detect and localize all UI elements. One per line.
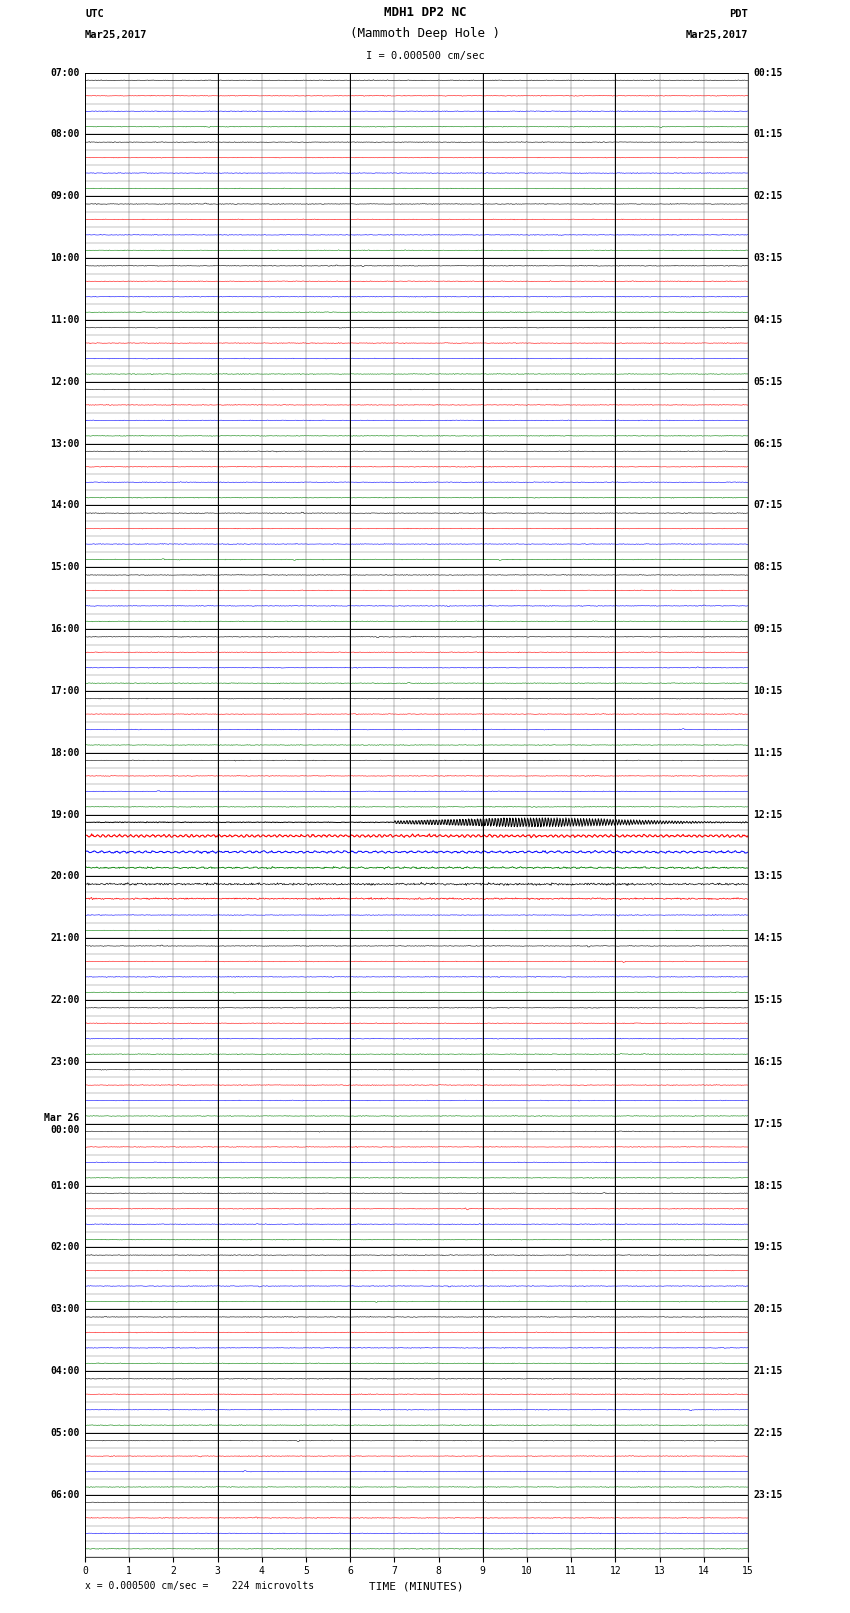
Text: I = 0.000500 cm/sec: I = 0.000500 cm/sec bbox=[366, 52, 484, 61]
Text: 01:15: 01:15 bbox=[753, 129, 783, 139]
Text: MDH1 DP2 NC: MDH1 DP2 NC bbox=[383, 6, 467, 19]
Text: 07:15: 07:15 bbox=[753, 500, 783, 510]
Text: 05:15: 05:15 bbox=[753, 377, 783, 387]
Text: 21:15: 21:15 bbox=[753, 1366, 783, 1376]
Text: 00:15: 00:15 bbox=[753, 68, 783, 77]
Text: 10:00: 10:00 bbox=[50, 253, 80, 263]
Text: 16:00: 16:00 bbox=[50, 624, 80, 634]
Text: 03:00: 03:00 bbox=[50, 1305, 80, 1315]
Text: 08:00: 08:00 bbox=[50, 129, 80, 139]
Text: 01:00: 01:00 bbox=[50, 1181, 80, 1190]
Text: 15:15: 15:15 bbox=[753, 995, 783, 1005]
Text: 12:15: 12:15 bbox=[753, 810, 783, 819]
Text: 10:15: 10:15 bbox=[753, 686, 783, 695]
Text: Mar 26
00:00: Mar 26 00:00 bbox=[44, 1113, 80, 1134]
Text: PDT: PDT bbox=[729, 10, 748, 19]
Text: 02:15: 02:15 bbox=[753, 192, 783, 202]
Text: 07:00: 07:00 bbox=[50, 68, 80, 77]
Text: Mar25,2017: Mar25,2017 bbox=[85, 31, 148, 40]
Text: 11:15: 11:15 bbox=[753, 748, 783, 758]
Text: 14:00: 14:00 bbox=[50, 500, 80, 510]
Text: 06:00: 06:00 bbox=[50, 1490, 80, 1500]
Text: 14:15: 14:15 bbox=[753, 934, 783, 944]
Text: 11:00: 11:00 bbox=[50, 315, 80, 324]
Text: 23:15: 23:15 bbox=[753, 1490, 783, 1500]
Text: 19:00: 19:00 bbox=[50, 810, 80, 819]
Text: 05:00: 05:00 bbox=[50, 1428, 80, 1437]
Text: 18:00: 18:00 bbox=[50, 748, 80, 758]
X-axis label: TIME (MINUTES): TIME (MINUTES) bbox=[369, 1582, 464, 1592]
Text: UTC: UTC bbox=[85, 10, 104, 19]
Text: 09:00: 09:00 bbox=[50, 192, 80, 202]
Text: 17:15: 17:15 bbox=[753, 1119, 783, 1129]
Text: 18:15: 18:15 bbox=[753, 1181, 783, 1190]
Text: 22:15: 22:15 bbox=[753, 1428, 783, 1437]
Text: x = 0.000500 cm/sec =    224 microvolts: x = 0.000500 cm/sec = 224 microvolts bbox=[85, 1581, 314, 1590]
Text: 04:00: 04:00 bbox=[50, 1366, 80, 1376]
Text: 09:15: 09:15 bbox=[753, 624, 783, 634]
Text: 08:15: 08:15 bbox=[753, 563, 783, 573]
Text: Mar25,2017: Mar25,2017 bbox=[685, 31, 748, 40]
Text: 17:00: 17:00 bbox=[50, 686, 80, 695]
Text: 04:15: 04:15 bbox=[753, 315, 783, 324]
Text: 06:15: 06:15 bbox=[753, 439, 783, 448]
Text: 12:00: 12:00 bbox=[50, 377, 80, 387]
Text: 21:00: 21:00 bbox=[50, 934, 80, 944]
Text: 19:15: 19:15 bbox=[753, 1242, 783, 1252]
Text: 22:00: 22:00 bbox=[50, 995, 80, 1005]
Text: 02:00: 02:00 bbox=[50, 1242, 80, 1252]
Text: 03:15: 03:15 bbox=[753, 253, 783, 263]
Text: 16:15: 16:15 bbox=[753, 1057, 783, 1066]
Text: 13:00: 13:00 bbox=[50, 439, 80, 448]
Text: 23:00: 23:00 bbox=[50, 1057, 80, 1066]
Text: 13:15: 13:15 bbox=[753, 871, 783, 881]
Text: 20:00: 20:00 bbox=[50, 871, 80, 881]
Text: 15:00: 15:00 bbox=[50, 563, 80, 573]
Text: (Mammoth Deep Hole ): (Mammoth Deep Hole ) bbox=[350, 27, 500, 40]
Text: 20:15: 20:15 bbox=[753, 1305, 783, 1315]
